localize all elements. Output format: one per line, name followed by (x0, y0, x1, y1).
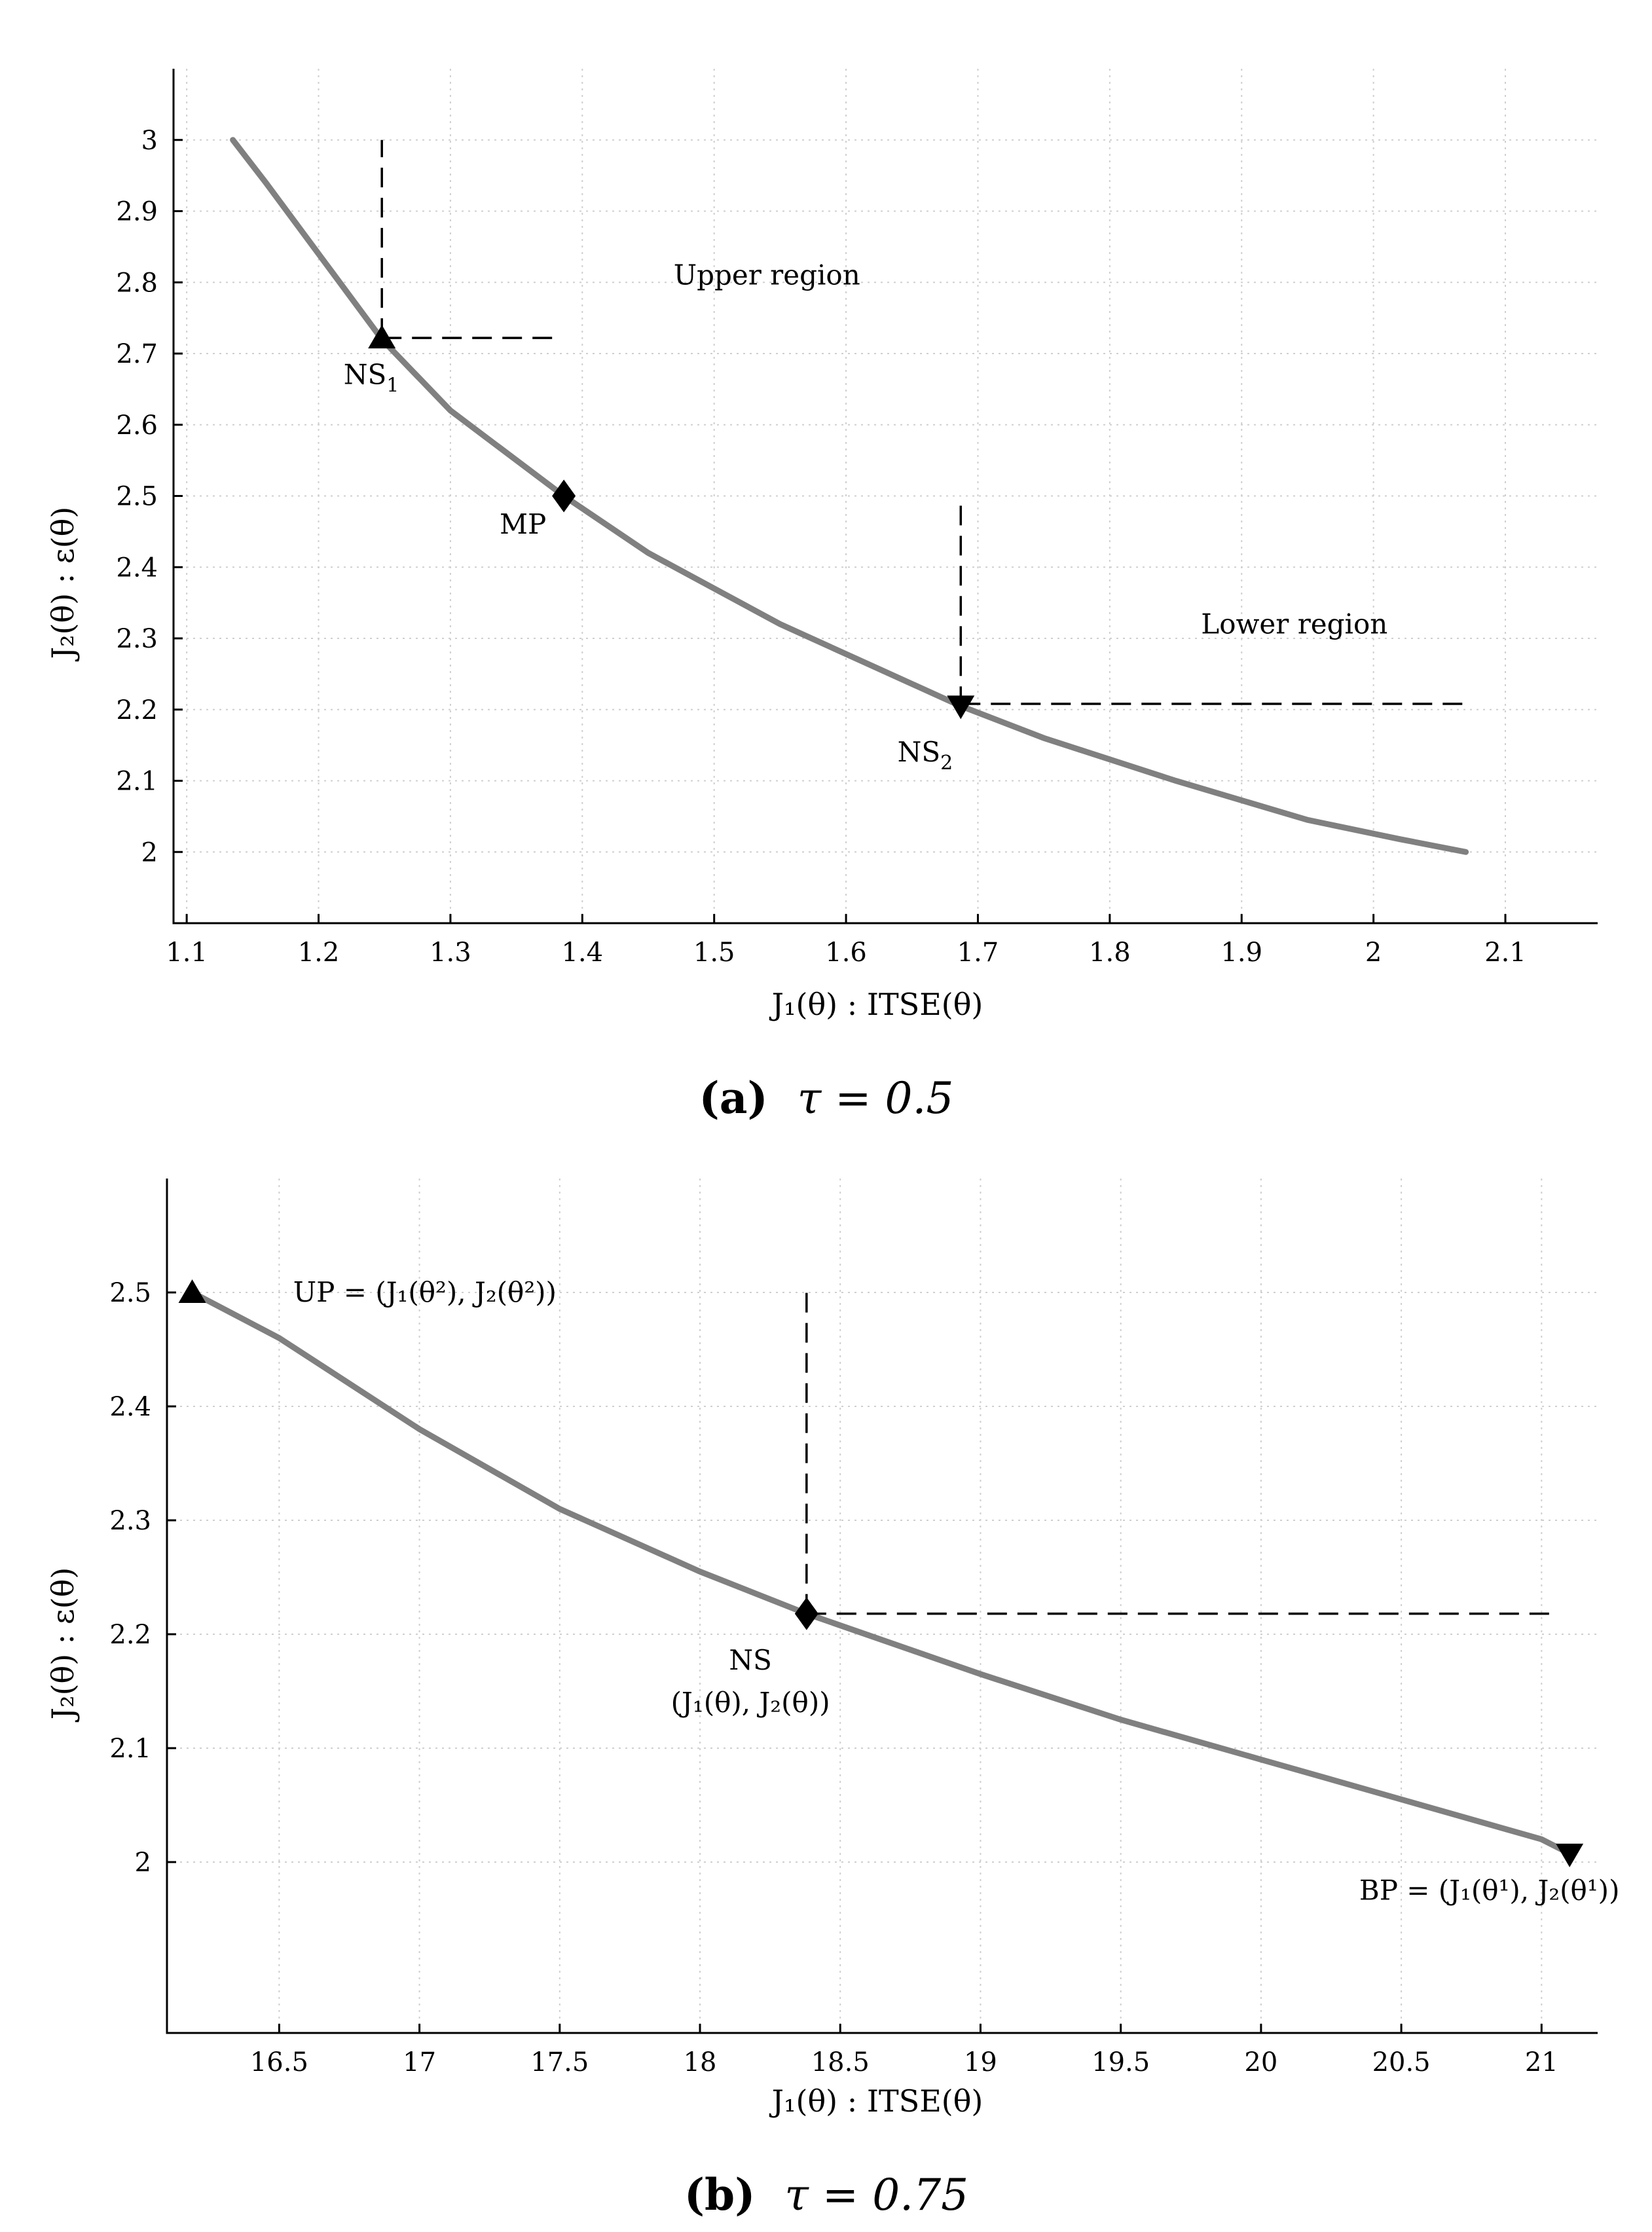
marker-mp (552, 479, 576, 513)
chart-b-caption: (b) τ = 0.75 (684, 2169, 968, 2220)
chart-a-ticks: 1.1 1.2 1.3 1.4 1.5 1.6 1.7 1.8 1.9 2 2.1 2 2.1 2.2 2.… (116, 126, 1526, 968)
x-tick-label: 17 (403, 2047, 436, 2077)
annotation-label: UP = (J₁(θ²), J₂(θ²)) (293, 1276, 557, 1308)
chart-b-y-axis-label: J₂(θ) : ε(θ) (45, 1567, 81, 1723)
y-tick-label: 2.1 (116, 767, 158, 797)
x-tick-label: 18.5 (811, 2047, 870, 2077)
x-tick-label: 21 (1525, 2047, 1558, 2077)
annotation-label: MP (500, 508, 546, 540)
chart-a-caption-letter: (a) (699, 1072, 768, 1124)
y-tick-label: 2.5 (109, 1278, 151, 1308)
annotation-label: (J₁(θ), J₂(θ)) (671, 1686, 830, 1718)
chart-b-caption-letter: (b) (684, 2169, 756, 2220)
y-tick-label: 2.8 (116, 268, 158, 298)
x-tick-label: 1.8 (1089, 938, 1131, 968)
annotation-label: Lower region (1201, 608, 1387, 640)
y-tick-label: 2.1 (109, 1734, 151, 1764)
x-tick-label: 1.7 (957, 938, 999, 968)
marker-up (178, 1279, 206, 1303)
x-tick-label: 2.1 (1484, 938, 1526, 968)
y-tick-label: 2.2 (116, 695, 158, 725)
chart-a-axes (172, 69, 1598, 924)
y-tick-label: 2.6 (116, 411, 158, 441)
x-tick-label: 17.5 (530, 2047, 589, 2077)
chart-a-markers (368, 325, 975, 720)
axis-lines (172, 69, 1598, 924)
chart-b-markers (178, 1279, 1584, 1867)
y-tick-label: 2.4 (116, 553, 158, 583)
x-tick-label: 1.1 (166, 938, 208, 968)
chart-b-grid (167, 1179, 1598, 2033)
annotation-label: BP = (J₁(θ¹), J₂(θ¹)) (1359, 1875, 1620, 1907)
chart-b-dashed-lines (805, 1292, 1556, 1615)
x-tick-label: 20 (1244, 2047, 1277, 2077)
x-tick-label: 1.6 (825, 938, 867, 968)
x-tick-label: 1.5 (693, 938, 735, 968)
annotation-label: NS2 (898, 736, 953, 775)
marker-ns1 (368, 325, 396, 349)
y-tick-label: 2.4 (109, 1392, 151, 1422)
chart-a-caption: (a) τ = 0.5 (699, 1072, 954, 1124)
chart-a-dashed-lines (380, 139, 1466, 706)
chart-b: 16.5 17 17.5 18 18.5 19 19.5 20 20.5 21 2 2.1 2.2 2.3… (45, 1179, 1619, 2220)
chart-b-x-axis-label: J₁(θ) : ITSE(θ) (769, 2083, 983, 2119)
chart-b-caption-param: τ = 0.75 (784, 2170, 968, 2220)
y-tick-label: 2.3 (116, 624, 158, 654)
x-tick-label: 16.5 (250, 2047, 308, 2077)
x-tick-label: 1.4 (561, 938, 603, 968)
marker-ns2 (947, 695, 975, 720)
x-tick-label: 18 (684, 2047, 717, 2077)
y-tick-label: 2 (135, 1848, 151, 1878)
y-tick-label: 2.7 (116, 339, 158, 369)
chart-b-annotations: UP = (J₁(θ²), J₂(θ²)) NS (J₁(θ), J₂(θ)) BP … (293, 1276, 1620, 1907)
chart-a-series (230, 137, 1469, 855)
y-tick-label: 3 (141, 126, 158, 156)
chart-a: 1.1 1.2 1.3 1.4 1.5 1.6 1.7 1.8 1.9 2 2.1 2 2.1 2.2 2.… (45, 69, 1598, 1124)
chart-a-grid (174, 69, 1598, 923)
y-tick-label: 2.9 (116, 197, 158, 227)
x-tick-label: 19 (964, 2047, 997, 2077)
x-tick-label: 20.5 (1372, 2047, 1431, 2077)
chart-a-x-axis-label: J₁(θ) : ITSE(θ) (769, 987, 983, 1022)
chart-a-caption-param: τ = 0.5 (798, 1073, 954, 1124)
x-tick-label: 1.9 (1221, 938, 1262, 968)
chart-a-annotations: Upper region Lower region NS1 MP NS2 (344, 259, 1388, 775)
marker-ns (794, 1597, 818, 1630)
y-tick-label: 2 (141, 837, 158, 868)
annotation-label: Upper region (674, 259, 860, 291)
y-tick-label: 2.5 (116, 482, 158, 512)
annotation-subscript: 2 (940, 752, 953, 775)
x-tick-label: 2 (1365, 938, 1382, 968)
chart-a-y-axis-label: J₂(θ) : ε(θ) (45, 507, 81, 662)
x-tick-label: 1.3 (430, 938, 471, 968)
y-tick-label: 2.2 (109, 1620, 151, 1650)
chart-b-ticks: 16.5 17 17.5 18 18.5 19 19.5 20 20.5 21 2 2.1 2.2 2.3… (109, 1278, 1558, 2077)
marker-bp (1556, 1843, 1584, 1867)
pareto-front-series (230, 137, 1469, 855)
annotation-subscript: 1 (386, 375, 399, 397)
annotation-label: NS1 (344, 359, 399, 397)
y-tick-label: 2.3 (109, 1506, 151, 1536)
chart-b-series (189, 1289, 1568, 1854)
annotation-label: NS (729, 1644, 772, 1676)
x-tick-label: 19.5 (1092, 2047, 1150, 2077)
pareto-front-series (189, 1289, 1568, 1854)
x-tick-label: 1.2 (298, 938, 340, 968)
